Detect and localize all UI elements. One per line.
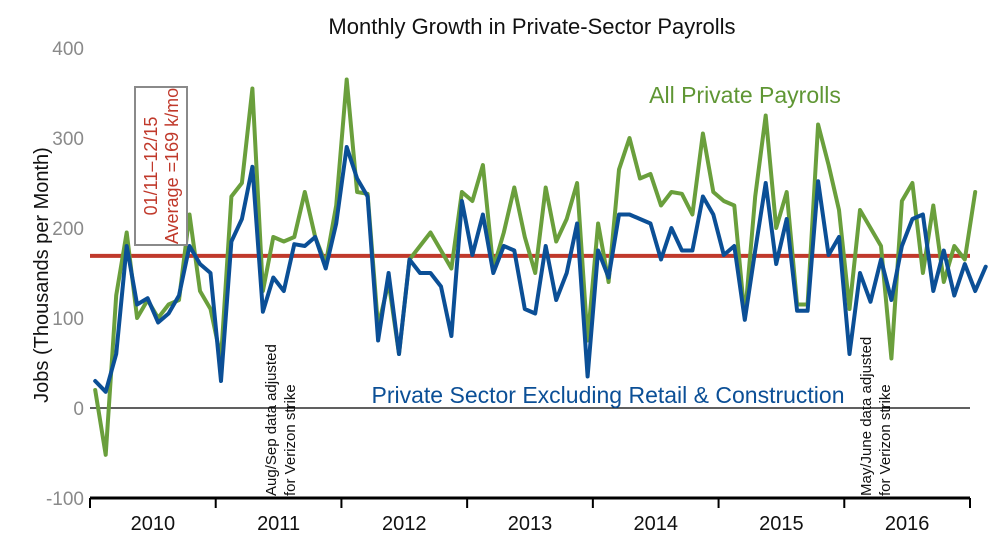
annotation-2011-line2: for Verizon strike [282,384,299,496]
average-label-line1: 01/11–12/15 [141,117,161,216]
chart-title: Monthly Growth in Private-Sector Payroll… [328,14,735,39]
x-tick-label: 2015 [759,513,804,535]
x-tick-label: 2013 [508,513,553,535]
series-line-excluding-retail-construction [93,145,988,394]
annotation-2011-line1: Aug/Sep data adjusted [263,344,280,496]
average-label-line2: Average =169 k/mo [162,88,182,244]
y-tick-label: 300 [52,129,84,150]
x-tick-label: 2014 [633,513,678,535]
y-axis-label: Jobs (Thousands per Month) [31,147,53,403]
x-tick-label: 2011 [257,513,300,535]
series-group [93,77,988,457]
y-tick-label: 400 [52,39,84,60]
series-label-all-private: All Private Payrolls [649,82,841,108]
series-label-excluding: Private Sector Excluding Retail & Constr… [372,382,845,408]
y-tick-label: -100 [46,489,84,510]
annotation-2016-line2: for Verizon strike [877,384,894,496]
series-line-all-private [93,77,978,457]
x-tick-label: 2012 [382,513,427,535]
average-label-box [134,86,188,246]
y-tick-label: 0 [73,399,84,420]
x-tick-label: 2016 [885,513,930,535]
annotation-2016-line1: May/June data adjusted [858,337,875,496]
x-tick-label: 2010 [131,513,176,535]
y-tick-label: 100 [52,309,84,330]
x-axis-ticks: 2010 2011 2012 2013 2014 2015 2016 [89,498,971,535]
y-tick-label: 200 [52,219,84,240]
y-axis-ticks: 400 300 200 100 0 -100 [46,39,84,510]
